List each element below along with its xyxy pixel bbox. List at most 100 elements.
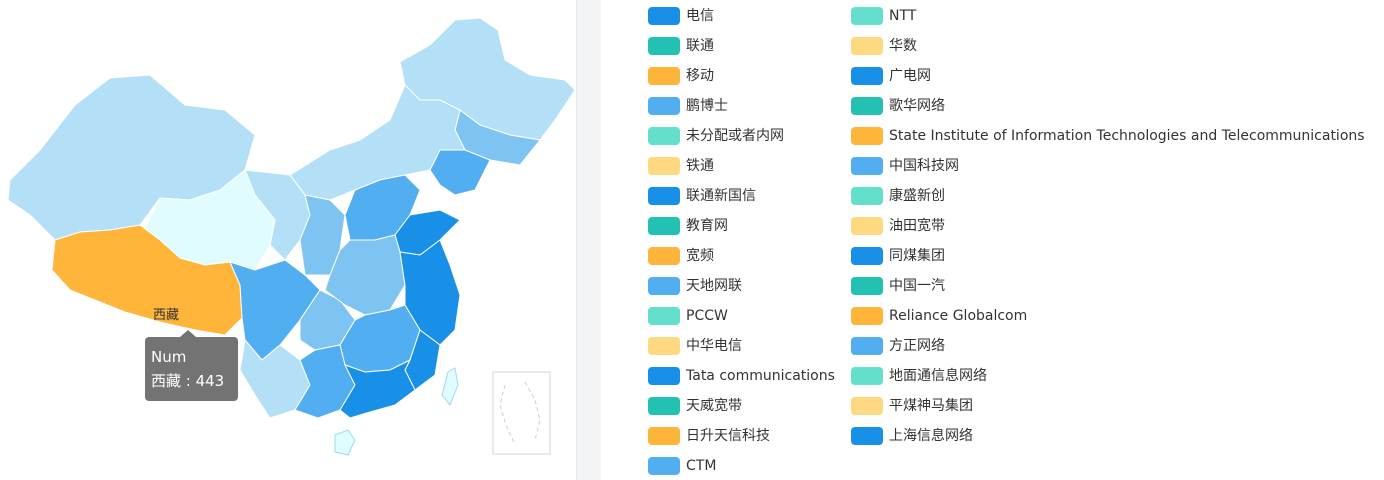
legend-swatch: [851, 187, 883, 205]
legend-item[interactable]: NTT: [851, 6, 916, 26]
legend-item[interactable]: 联通: [648, 36, 714, 56]
legend-item[interactable]: CTM: [648, 456, 716, 476]
legend-item[interactable]: 地面通信息网络: [851, 366, 987, 386]
china-map-panel: 西藏 Num 西藏 : 443: [0, 0, 576, 480]
legend-item[interactable]: 日升天信科技: [648, 426, 770, 446]
legend-item[interactable]: 移动: [648, 66, 714, 86]
legend-swatch: [648, 37, 680, 55]
region-east[interactable]: [399, 239, 461, 346]
legend-label: 移动: [686, 68, 714, 84]
legend-item[interactable]: 鹏博士: [648, 96, 728, 116]
legend-swatch: [851, 157, 883, 175]
legend-swatch: [648, 457, 680, 475]
china-map[interactable]: 西藏: [0, 0, 576, 480]
legend-label: 广电网: [889, 68, 931, 84]
legend-swatch: [851, 307, 883, 325]
legend-label: 鹏博士: [686, 98, 728, 114]
region-guangdong[interactable]: [339, 358, 416, 419]
legend-item[interactable]: State Institute of Information Technolog…: [851, 126, 1365, 146]
legend-label: 铁通: [686, 158, 714, 174]
legend-item[interactable]: 康盛新创: [851, 186, 945, 206]
legend-label: 上海信息网络: [889, 428, 973, 444]
panel-divider: [576, 0, 601, 480]
legend-swatch: [648, 307, 680, 325]
legend-item[interactable]: 未分配或者内网: [648, 126, 784, 146]
legend-label: 联通新国信: [686, 188, 756, 204]
legend-label: 地面通信息网络: [889, 368, 987, 384]
legend-item[interactable]: 铁通: [648, 156, 714, 176]
tooltip-pointer: [180, 330, 196, 337]
map-tooltip: Num 西藏 : 443: [145, 337, 238, 401]
legend-swatch: [648, 187, 680, 205]
legend-item[interactable]: 方正网络: [851, 336, 945, 356]
legend-swatch: [648, 157, 680, 175]
legend-label: Tata communications: [686, 368, 835, 384]
legend-item[interactable]: 油田宽带: [851, 216, 945, 236]
legend-swatch: [851, 127, 883, 145]
legend-label: 电信: [686, 8, 714, 24]
legend-label: NTT: [889, 8, 917, 24]
legend: 电信联通移动鹏博士未分配或者内网 铁通联通新国信教育网宽频天地网联 PCCW 中华电信…: [600, 0, 1384, 480]
legend-item[interactable]: 天威宽带: [648, 396, 742, 416]
legend-label: 联通: [686, 38, 714, 54]
legend-swatch: [648, 217, 680, 235]
legend-swatch: [851, 67, 883, 85]
legend-item[interactable]: 上海信息网络: [851, 426, 973, 446]
legend-label: 天地网联: [686, 278, 742, 294]
legend-item[interactable]: 联通新国信: [648, 186, 756, 206]
legend-swatch: [851, 397, 883, 415]
legend-label: 华数: [889, 38, 917, 54]
legend-label: 平煤神马集团: [889, 398, 973, 414]
legend-item[interactable]: 歌华网络: [851, 96, 945, 116]
legend-label: 中国一汽: [889, 278, 945, 294]
legend-label: Reliance Globalcom: [889, 308, 1028, 324]
legend-item[interactable]: 平煤神马集团: [851, 396, 973, 416]
legend-item[interactable]: Reliance Globalcom: [851, 306, 1027, 326]
legend-swatch: [648, 397, 680, 415]
legend-swatch: [648, 127, 680, 145]
legend-swatch: [648, 367, 680, 385]
tooltip-content: 西藏 : 443: [151, 372, 225, 390]
legend-item[interactable]: 广电网: [851, 66, 931, 86]
legend-label: 天威宽带: [686, 398, 742, 414]
region-neimenggu[interactable]: [289, 84, 466, 201]
legend-label: 同煤集团: [889, 248, 945, 264]
tooltip-series-name: Num: [151, 348, 187, 366]
legend-label: 油田宽带: [889, 218, 945, 234]
legend-item[interactable]: PCCW: [648, 306, 728, 326]
legend-item[interactable]: 教育网: [648, 216, 728, 236]
legend-item[interactable]: 中国科技网: [851, 156, 959, 176]
legend-swatch: [851, 277, 883, 295]
region-liaoning[interactable]: [429, 149, 491, 196]
legend-item[interactable]: 宽频: [648, 246, 714, 266]
legend-swatch: [851, 247, 883, 265]
legend-label: 康盛新创: [889, 188, 945, 204]
region-guangxi[interactable]: [294, 344, 356, 419]
legend-item[interactable]: 同煤集团: [851, 246, 945, 266]
legend-label: CTM: [686, 458, 717, 474]
legend-item[interactable]: Tata communications: [648, 366, 835, 386]
legend-label: 宽频: [686, 248, 714, 264]
legend-item[interactable]: 电信: [648, 6, 714, 26]
legend-swatch: [648, 277, 680, 295]
legend-swatch: [648, 427, 680, 445]
legend-label: 歌华网络: [889, 98, 945, 114]
legend-label: 中华电信: [686, 338, 742, 354]
legend-item[interactable]: 华数: [851, 36, 917, 56]
legend-swatch: [648, 7, 680, 25]
legend-swatch: [851, 337, 883, 355]
legend-item[interactable]: 天地网联: [648, 276, 742, 296]
legend-label: 日升天信科技: [686, 428, 770, 444]
region-hainan[interactable]: [334, 429, 356, 456]
legend-swatch: [851, 37, 883, 55]
legend-label: 方正网络: [889, 338, 945, 354]
legend-swatch: [851, 217, 883, 235]
legend-swatch: [851, 427, 883, 445]
legend-item[interactable]: 中华电信: [648, 336, 742, 356]
region-taiwan[interactable]: [441, 367, 459, 406]
legend-item[interactable]: 中国一汽: [851, 276, 945, 296]
region-sichuan[interactable]: [229, 259, 321, 361]
legend-label: 未分配或者内网: [686, 128, 784, 144]
south-china-sea-inset: [492, 371, 551, 455]
